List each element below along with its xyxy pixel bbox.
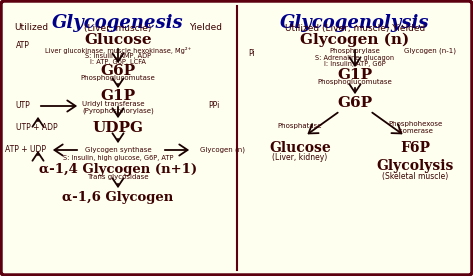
Text: (Liver, kidney): (Liver, kidney): [272, 153, 328, 163]
Text: S: Insulin, high glucose, G6P, ATP: S: Insulin, high glucose, G6P, ATP: [63, 155, 173, 161]
Text: UTP: UTP: [15, 102, 30, 110]
Text: Glycogenolysis: Glycogenolysis: [280, 14, 430, 32]
Text: isomerase: isomerase: [397, 128, 433, 134]
Text: I: Insulin, ATP, G6P: I: Insulin, ATP, G6P: [324, 61, 386, 67]
Text: Phosphorylase: Phosphorylase: [330, 48, 380, 54]
Text: (Pyrophosphorylase): (Pyrophosphorylase): [82, 108, 154, 114]
Text: Glycogenesis: Glycogenesis: [52, 14, 184, 32]
Text: Glycolysis: Glycolysis: [377, 159, 454, 173]
Text: Uridyl transferase: Uridyl transferase: [82, 101, 144, 107]
Text: Liver glucokinase, muscle hexokinase, Mg²⁺: Liver glucokinase, muscle hexokinase, Mg…: [45, 46, 191, 54]
Text: Phosphatase: Phosphatase: [278, 123, 322, 129]
Text: Yielded: Yielded: [189, 23, 222, 33]
Text: Glucose: Glucose: [269, 141, 331, 155]
Text: α-1,4 Glycogen (n+1): α-1,4 Glycogen (n+1): [39, 163, 197, 176]
Text: Glycogen (n-1): Glycogen (n-1): [404, 48, 456, 54]
Text: Phosphoglucomutase: Phosphoglucomutase: [80, 75, 155, 81]
Text: S: Adrenaline, glucagon: S: Adrenaline, glucagon: [315, 55, 394, 61]
Text: α-1,6 Glycogen: α-1,6 Glycogen: [62, 192, 174, 205]
Text: Phosphoglucomutase: Phosphoglucomutase: [318, 79, 393, 85]
Text: G6P: G6P: [100, 64, 136, 78]
Text: ATP + UDP: ATP + UDP: [5, 145, 46, 155]
Text: Utilized: Utilized: [14, 23, 48, 33]
Text: (Liver, muscle): (Liver, muscle): [84, 23, 152, 33]
Text: Glycogen (n): Glycogen (n): [300, 33, 410, 47]
Text: UTP + ADP: UTP + ADP: [16, 123, 58, 132]
Text: UDPG: UDPG: [93, 121, 143, 135]
Text: I: ATP, G6P, LCFA: I: ATP, G6P, LCFA: [90, 59, 146, 65]
Text: (Skeletal muscle): (Skeletal muscle): [382, 171, 448, 181]
Text: Pi: Pi: [248, 49, 255, 59]
Text: F6P: F6P: [400, 141, 430, 155]
Text: Utilized (Liver, muscle) Yielded: Utilized (Liver, muscle) Yielded: [285, 23, 425, 33]
Text: G6P: G6P: [337, 96, 373, 110]
Text: PPi: PPi: [209, 102, 220, 110]
Text: ATP: ATP: [16, 41, 30, 49]
Text: Glucose: Glucose: [84, 33, 152, 47]
Text: G1P: G1P: [337, 68, 373, 82]
Text: Glycogen (n): Glycogen (n): [200, 147, 245, 153]
Text: G1P: G1P: [100, 89, 136, 103]
Text: S: Insulin, AMP, ADP: S: Insulin, AMP, ADP: [85, 53, 151, 59]
Text: Glycogen synthase: Glycogen synthase: [85, 147, 151, 153]
Text: Phosphohexose: Phosphohexose: [388, 121, 442, 127]
Text: Trans glycosidase: Trans glycosidase: [87, 174, 149, 180]
